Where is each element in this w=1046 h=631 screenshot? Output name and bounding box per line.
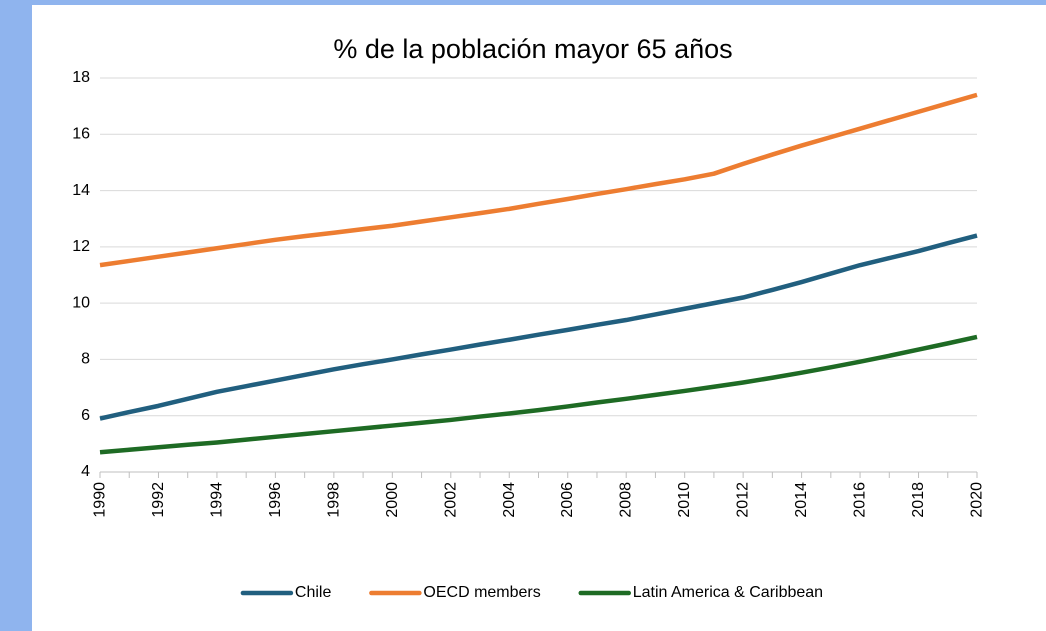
- x-tick-label: 2000: [384, 482, 401, 518]
- x-tick-label: 1992: [150, 482, 167, 518]
- legend-label: OECD members: [423, 584, 540, 601]
- x-tick-label: 2010: [676, 482, 693, 518]
- y-tick-label: 10: [72, 294, 90, 311]
- x-tick-label: 2016: [852, 482, 869, 518]
- x-tick-label: 2002: [442, 482, 459, 518]
- x-tick-label: 1990: [92, 482, 109, 518]
- y-tick-label: 14: [72, 182, 90, 199]
- chart: % de la población mayor 65 años 4 6 8 10 12 1…: [72, 34, 986, 601]
- series-line: [99, 334, 978, 455]
- y-tick-label: 4: [81, 463, 90, 480]
- series-line: [99, 92, 978, 268]
- y-tick-label: 12: [72, 238, 90, 255]
- x-tick-label: 1996: [267, 482, 284, 518]
- x-tick-label: 2008: [618, 482, 635, 518]
- x-tick-label: 2012: [735, 482, 752, 518]
- y-tick-label: 6: [81, 407, 90, 424]
- x-tick-label: 1998: [325, 482, 342, 518]
- x-tick-label: 2020: [969, 482, 986, 518]
- x-tick-label: 2014: [793, 482, 810, 518]
- legend-label: Latin America & Caribbean: [633, 584, 823, 601]
- chart-title: % de la población mayor 65 años: [333, 34, 732, 64]
- x-tick-label: 2006: [559, 482, 576, 518]
- x-tick-label: 2018: [910, 482, 927, 518]
- y-tick-label: 16: [72, 126, 90, 143]
- legend-label: Chile: [295, 584, 332, 601]
- x-tick-label: 1994: [208, 482, 225, 518]
- y-tick-label: 8: [81, 351, 90, 368]
- chart-frame: % de la población mayor 65 años 4 6 8 10 12 1…: [32, 5, 1046, 631]
- x-tick-label: 2004: [501, 482, 518, 518]
- y-tick-label: 18: [72, 69, 90, 86]
- series-line: [99, 233, 978, 421]
